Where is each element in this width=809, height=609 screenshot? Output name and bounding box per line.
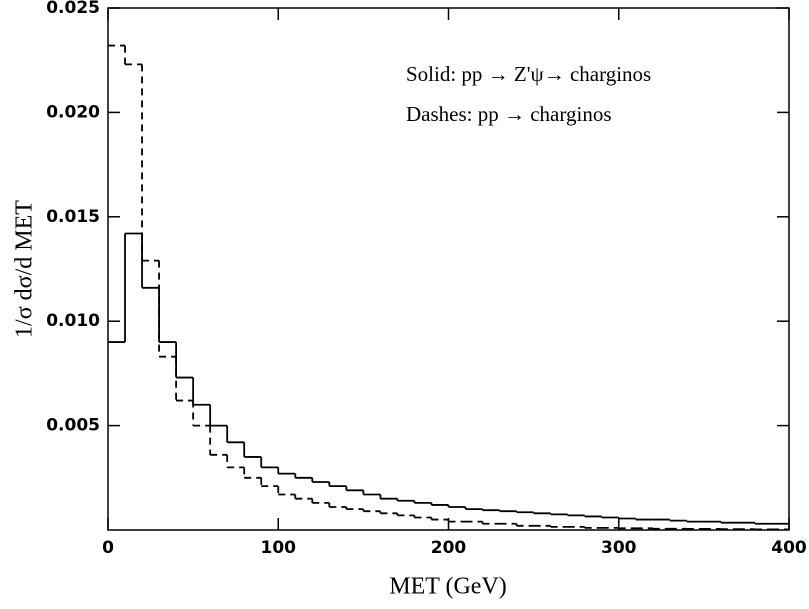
y-axis-label: 1/σ dσ/d MET: [12, 200, 38, 338]
legend-label: Solid: pp → Z'ψ→ charginos: [406, 62, 651, 86]
x-tick-label: 100: [261, 538, 297, 558]
x-tick-label: 400: [771, 538, 807, 558]
legend-label: Dashes: pp → charginos: [406, 102, 612, 126]
y-tick-label: 0.010: [46, 311, 100, 331]
y-tick-label: 0.025: [46, 0, 100, 18]
x-axis-label: MET (GeV): [389, 574, 507, 600]
x-tick-label: 0: [102, 538, 114, 558]
x-tick-label: 200: [431, 538, 467, 558]
y-tick-label: 0.005: [46, 416, 100, 436]
y-tick-label: 0.015: [46, 207, 100, 227]
y-tick-label: 0.020: [46, 102, 100, 122]
x-tick-label: 300: [601, 538, 637, 558]
